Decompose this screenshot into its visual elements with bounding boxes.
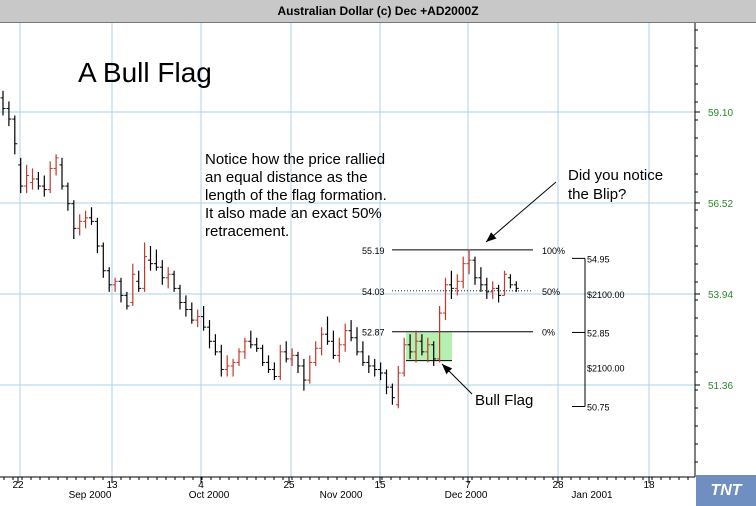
x-month-label-2: Nov 2000 <box>320 490 363 501</box>
tnt-logo: TNT <box>696 475 756 506</box>
fib-pct-label-2: 0% <box>542 328 555 338</box>
x-month-label-3: Dec 2000 <box>445 490 488 501</box>
plot-area <box>0 23 695 477</box>
bull-flag-box <box>406 332 452 361</box>
x-day-label-3: 25 <box>283 480 295 491</box>
blip-arrow-head <box>486 232 497 242</box>
bull-flag-arrow-head <box>442 364 453 375</box>
y-tick-label-0: 59.10 <box>708 108 733 119</box>
fib-value-label-0: 55.19 <box>362 246 385 256</box>
blip-arrow-shaft <box>485 181 557 243</box>
x-month-label-1: Oct 2000 <box>189 490 230 501</box>
x-day-label-5: 7 <box>465 480 471 491</box>
blip-line-0: Did you notice <box>568 167 663 184</box>
measure-bottom-label: 50.75 <box>587 403 610 413</box>
window-title: Australian Dollar (c) Dec +AD2000Z <box>0 0 756 23</box>
x-day-label-0: 22 <box>12 480 24 491</box>
y-tick-label-2: 53.94 <box>708 290 733 301</box>
note-line-3: It also made an exact 50% <box>205 205 382 222</box>
note-line-1: an equal distance as the <box>205 169 368 186</box>
x-day-label-1: 13 <box>106 480 118 491</box>
blip-line-1: the Blip? <box>568 186 626 203</box>
chart-title: A Bull Flag <box>78 57 212 88</box>
x-day-label-6: 28 <box>552 480 564 491</box>
fib-pct-label-0: 100% <box>542 246 565 256</box>
x-month-label-0: Sep 2000 <box>69 490 112 501</box>
bull-flag-label: Bull Flag <box>475 392 533 409</box>
x-day-label-2: 4 <box>198 480 204 491</box>
fib-value-label-2: 52.87 <box>362 328 385 338</box>
note-line-4: retracement. <box>205 223 289 240</box>
fib-value-label-1: 54.03 <box>362 287 385 297</box>
note-line-2: length of the flag formation. <box>205 187 387 204</box>
x-day-label-7: 18 <box>643 480 655 491</box>
measure-middle-label: 52.85 <box>587 328 610 338</box>
y-tick-label-1: 56.52 <box>708 199 733 210</box>
measure-amount-label-1: $2100.00 <box>587 364 625 374</box>
note-line-0: Notice how the price rallied <box>205 151 385 168</box>
measure-amount-label-0: $2100.00 <box>587 290 625 300</box>
x-day-label-4: 15 <box>374 480 386 491</box>
x-month-label-4: Jan 2001 <box>571 490 613 501</box>
fib-pct-label-1: 50% <box>542 287 560 297</box>
measure-top-label: 54.95 <box>587 254 610 264</box>
y-tick-label-3: 51.36 <box>708 381 733 392</box>
